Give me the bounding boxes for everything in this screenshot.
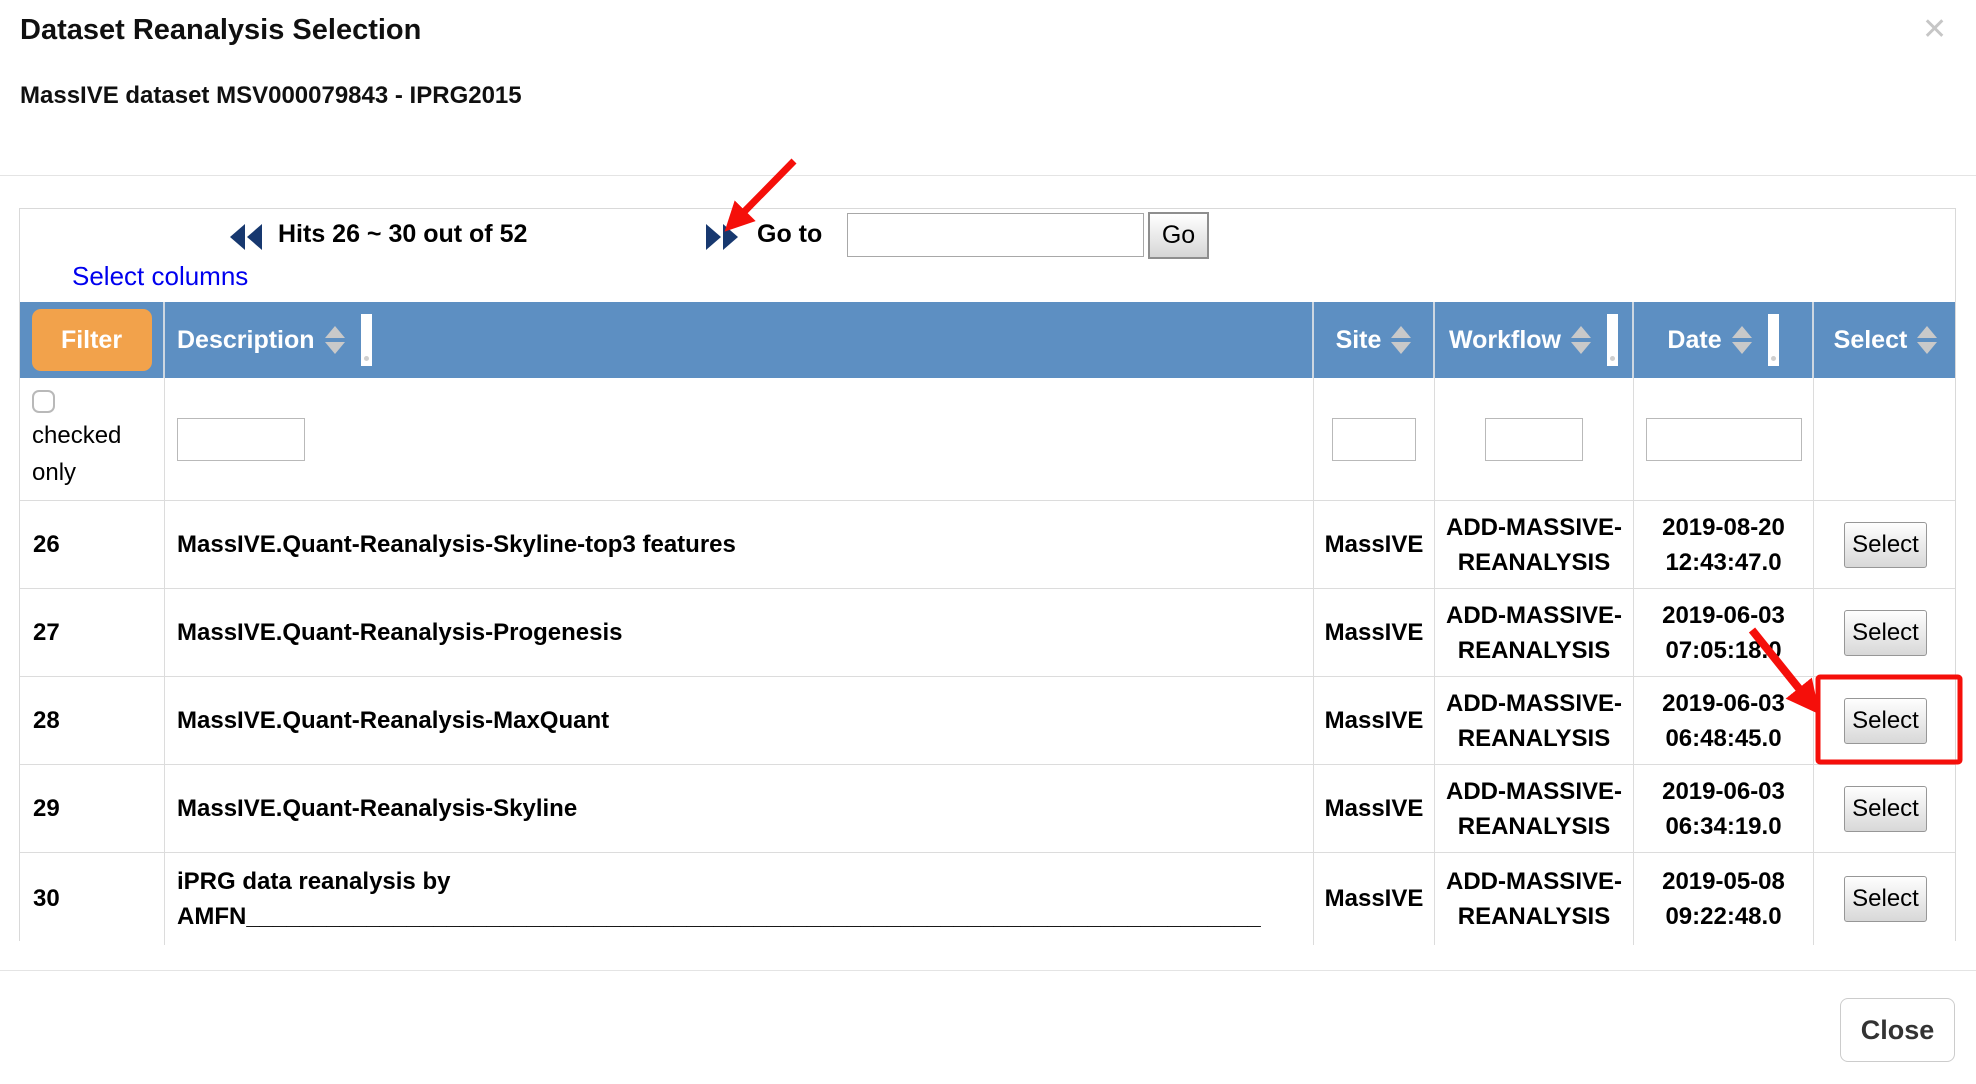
select-button[interactable]: Select [1844,521,1927,568]
select-button[interactable]: Select [1844,876,1927,922]
checked-only-checkbox[interactable] [32,390,55,413]
next-page-icon[interactable] [704,224,738,250]
column-label: Description [177,325,315,354]
site-filter-cell [1314,378,1435,500]
site-cell: MassIVE [1314,501,1435,588]
column-resize-handle[interactable] [1607,314,1619,366]
column-resize-handle[interactable] [1767,314,1779,366]
date-cell: 2019-06-03 06:34:19.0 [1634,765,1814,852]
table-body: 26 MassIVE.Quant-Reanalysis-Skyline-top3… [20,500,1955,945]
description-filter-input[interactable] [177,417,305,461]
sort-icon[interactable] [1571,326,1592,354]
select-filter-cell [1814,378,1957,500]
table-row: 29 MassIVE.Quant-Reanalysis-Skyline Mass… [20,764,1955,852]
table-header-row: Filter Description Site Workflow Date Select [20,302,1955,378]
column-header-date[interactable]: Date [1634,302,1814,378]
table-row: 30 iPRG data reanalysis by AMFN_________… [20,852,1955,945]
column-header-select[interactable]: Select [1814,302,1957,378]
footer-divider [0,970,1976,971]
select-button[interactable]: Select [1844,697,1927,744]
site-cell: MassIVE [1314,589,1435,676]
date-filter-input[interactable] [1645,417,1802,461]
dataset-subtitle: MassIVE dataset MSV000079843 - IPRG2015 [20,82,522,109]
sort-icon[interactable] [324,326,345,354]
filter-row: checked only [20,378,1955,500]
sort-icon[interactable] [1391,326,1412,354]
select-cell: Select [1814,589,1957,676]
checked-only-label: checked only [32,417,164,491]
filter-header-cell: Filter [20,302,165,378]
select-cell: Select [1814,853,1957,945]
workflow-cell: ADD-MASSIVE-REANALYSIS [1435,589,1634,676]
checked-only-line2: only [32,459,77,486]
select-cell: Select [1814,677,1957,764]
hits-text: Hits 26 ~ 30 out of 52 [278,220,528,248]
description-cell: iPRG data reanalysis by AMFN____________… [165,853,1314,945]
description-cell: MassIVE.Quant-Reanalysis-MaxQuant [165,677,1314,764]
header-divider [0,175,1976,176]
filter-button[interactable]: Filter [31,309,152,371]
goto-page-input[interactable] [847,213,1144,257]
checked-only-cell: checked only [20,378,165,500]
row-number: 26 [20,501,165,588]
workflow-filter-input[interactable] [1485,417,1583,461]
column-resize-handle[interactable] [360,314,372,366]
site-filter-input[interactable] [1332,417,1416,461]
select-cell: Select [1814,765,1957,852]
description-cell: MassIVE.Quant-Reanalysis-Skyline-top3 fe… [165,501,1314,588]
sort-icon[interactable] [1731,326,1752,354]
previous-page-icon[interactable] [230,224,264,250]
close-icon[interactable]: ✕ [1922,13,1948,46]
results-panel: Hits 26 ~ 30 out of 52 Go to Go Select c… [19,208,1956,945]
column-label: Date [1667,325,1722,354]
column-header-site[interactable]: Site [1314,302,1435,378]
workflow-cell: ADD-MASSIVE-REANALYSIS [1435,677,1634,764]
description-cell: MassIVE.Quant-Reanalysis-Skyline [165,765,1314,852]
workflow-filter-cell [1435,378,1634,500]
go-button[interactable]: Go [1148,212,1209,259]
workflow-cell: ADD-MASSIVE-REANALYSIS [1435,765,1634,852]
column-label: Site [1335,325,1382,354]
row-number: 27 [20,589,165,676]
date-cell: 2019-06-03 07:05:18.0 [1634,589,1814,676]
goto-label: Go to [757,220,823,248]
column-header-description[interactable]: Description [165,302,1314,378]
site-cell: MassIVE [1314,677,1435,764]
page-title: Dataset Reanalysis Selection [20,14,422,46]
description-cell: MassIVE.Quant-Reanalysis-Progenesis [165,589,1314,676]
column-label: Select [1833,325,1908,354]
sort-icon[interactable] [1917,326,1938,354]
row-number: 30 [20,853,165,945]
select-button[interactable]: Select [1844,785,1927,832]
table-row: 28 MassIVE.Quant-Reanalysis-MaxQuant Mas… [20,676,1955,764]
row-number: 28 [20,677,165,764]
checked-only-line1: checked [32,422,122,449]
workflow-cell: ADD-MASSIVE-REANALYSIS [1435,501,1634,588]
column-header-workflow[interactable]: Workflow [1435,302,1634,378]
date-cell: 2019-08-20 12:43:47.0 [1634,501,1814,588]
select-columns-link[interactable]: Select columns [72,261,249,291]
column-label: Workflow [1448,325,1562,354]
date-cell: 2019-06-03 06:48:45.0 [1634,677,1814,764]
table-row: 27 MassIVE.Quant-Reanalysis-Progenesis M… [20,588,1955,676]
date-cell: 2019-05-08 09:22:48.0 [1634,853,1814,945]
results-table: Filter Description Site Workflow Date Select… [20,302,1955,945]
date-filter-cell [1634,378,1814,500]
description-filter-cell [165,378,1314,500]
workflow-cell: ADD-MASSIVE-REANALYSIS [1435,853,1634,945]
site-cell: MassIVE [1314,765,1435,852]
select-cell: Select [1814,501,1957,588]
close-button[interactable]: Close [1840,998,1955,1062]
select-button[interactable]: Select [1844,609,1927,656]
row-number: 29 [20,765,165,852]
site-cell: MassIVE [1314,853,1435,945]
table-row: 26 MassIVE.Quant-Reanalysis-Skyline-top3… [20,500,1955,588]
